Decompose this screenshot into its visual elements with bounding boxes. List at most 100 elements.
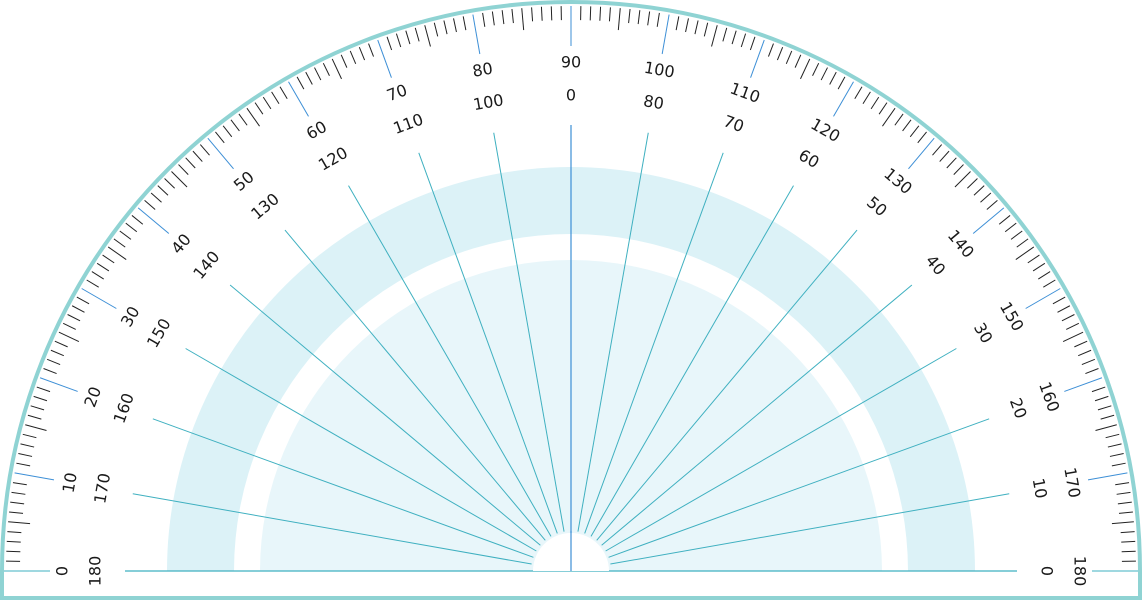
degree-tick (1074, 340, 1088, 348)
degree-tick (980, 192, 992, 203)
degree-tick (433, 22, 439, 37)
degree-tick (25, 424, 47, 431)
degree-tick (1097, 405, 1112, 411)
degree-tick (199, 144, 210, 156)
degree-tick (1111, 462, 1126, 467)
degree-tick (628, 9, 631, 24)
degree-tick (86, 279, 99, 288)
degree-tick (1032, 262, 1046, 272)
degree-tick (137, 207, 170, 234)
degree-tick (1116, 491, 1131, 495)
degree-tick (1061, 314, 1075, 322)
degree-tick (16, 462, 31, 467)
degree-tick (1111, 521, 1134, 525)
degree-tick (322, 62, 330, 76)
inner-scale-label: 140 (189, 247, 223, 283)
degree-tick (395, 33, 402, 48)
outer-scale-label: 90 (561, 53, 581, 72)
degree-tick (164, 178, 175, 189)
inner-scale-label: 60 (795, 145, 822, 172)
degree-tick (405, 30, 411, 45)
degree-tick (1117, 501, 1132, 505)
degree-tick (656, 12, 660, 27)
degree-tick (91, 271, 104, 280)
degree-tick (1107, 443, 1122, 448)
degree-tick (1081, 358, 1096, 366)
degree-tick (878, 102, 888, 115)
degree-tick (314, 67, 322, 81)
degree-tick (703, 22, 709, 37)
outer-scale-label: 170 (1060, 466, 1084, 499)
angle-ray (493, 132, 565, 532)
degree-tick (185, 157, 196, 169)
degree-tick (637, 10, 641, 25)
degree-tick (1004, 222, 1017, 233)
degree-tick (785, 50, 793, 64)
degree-tick (1109, 453, 1124, 457)
angle-ray (605, 348, 957, 552)
outer-scale-label: 150 (996, 299, 1028, 335)
degree-tick (1015, 246, 1035, 260)
degree-tick (820, 67, 828, 81)
degree-tick (20, 443, 35, 448)
degree-tick (368, 43, 375, 57)
degree-tick (870, 96, 880, 110)
degree-tick (192, 150, 203, 162)
degree-tick (1115, 482, 1130, 486)
inner-scale-label: 80 (642, 91, 665, 113)
outer-scale-label: 30 (117, 303, 144, 330)
inner-scale-label: 10 (1029, 477, 1051, 500)
degree-tick (800, 58, 811, 80)
degree-tick (1095, 424, 1117, 431)
degree-tick (837, 76, 846, 90)
degree-tick (1027, 254, 1040, 264)
degree-tick (30, 405, 45, 411)
degree-tick (711, 25, 718, 47)
angle-ray (229, 284, 541, 546)
degree-tick (1062, 331, 1084, 342)
outer-scale-label: 110 (727, 79, 762, 107)
angle-ray (584, 152, 724, 534)
degree-tick (125, 222, 138, 233)
degree-tick (882, 107, 896, 127)
degree-tick (511, 9, 514, 24)
angle-ray (284, 229, 546, 541)
degree-tick (207, 137, 234, 170)
degree-tick (27, 414, 42, 420)
degree-tick (675, 16, 680, 31)
degree-tick (1087, 472, 1128, 481)
degree-tick (750, 39, 765, 78)
degree-tick (1016, 238, 1029, 248)
degree-tick (812, 62, 820, 76)
outer-scale-label: 60 (303, 117, 330, 144)
degree-tick (462, 16, 467, 31)
outer-scale-label: 160 (1035, 379, 1063, 414)
degree-tick (443, 20, 448, 35)
degree-tick (14, 472, 55, 481)
degree-tick (946, 157, 957, 169)
degree-tick (902, 119, 912, 132)
degree-tick (694, 20, 699, 35)
degree-tick (144, 199, 156, 210)
degree-tick (599, 6, 602, 21)
degree-tick (1118, 511, 1133, 514)
degree-tick (171, 171, 188, 188)
degree-tick (254, 102, 264, 115)
degree-tick (424, 25, 431, 47)
degree-tick (531, 7, 534, 22)
degree-tick (46, 358, 61, 366)
degree-tick (150, 192, 162, 203)
degree-tick (9, 511, 24, 514)
angle-ray (348, 185, 552, 537)
outer-scale-label: 10 (59, 471, 81, 494)
degree-tick (58, 331, 80, 342)
inner-scale-label: 150 (143, 315, 175, 351)
angle-ray (185, 348, 537, 552)
inner-scale-label: 30 (970, 319, 997, 346)
angle-ray (577, 132, 649, 532)
degree-tick (8, 521, 31, 525)
inner-scale-label: 170 (90, 472, 114, 505)
outer-scale-label: 0 (53, 566, 72, 576)
degree-tick (349, 50, 357, 64)
degree-tick (1091, 386, 1106, 393)
